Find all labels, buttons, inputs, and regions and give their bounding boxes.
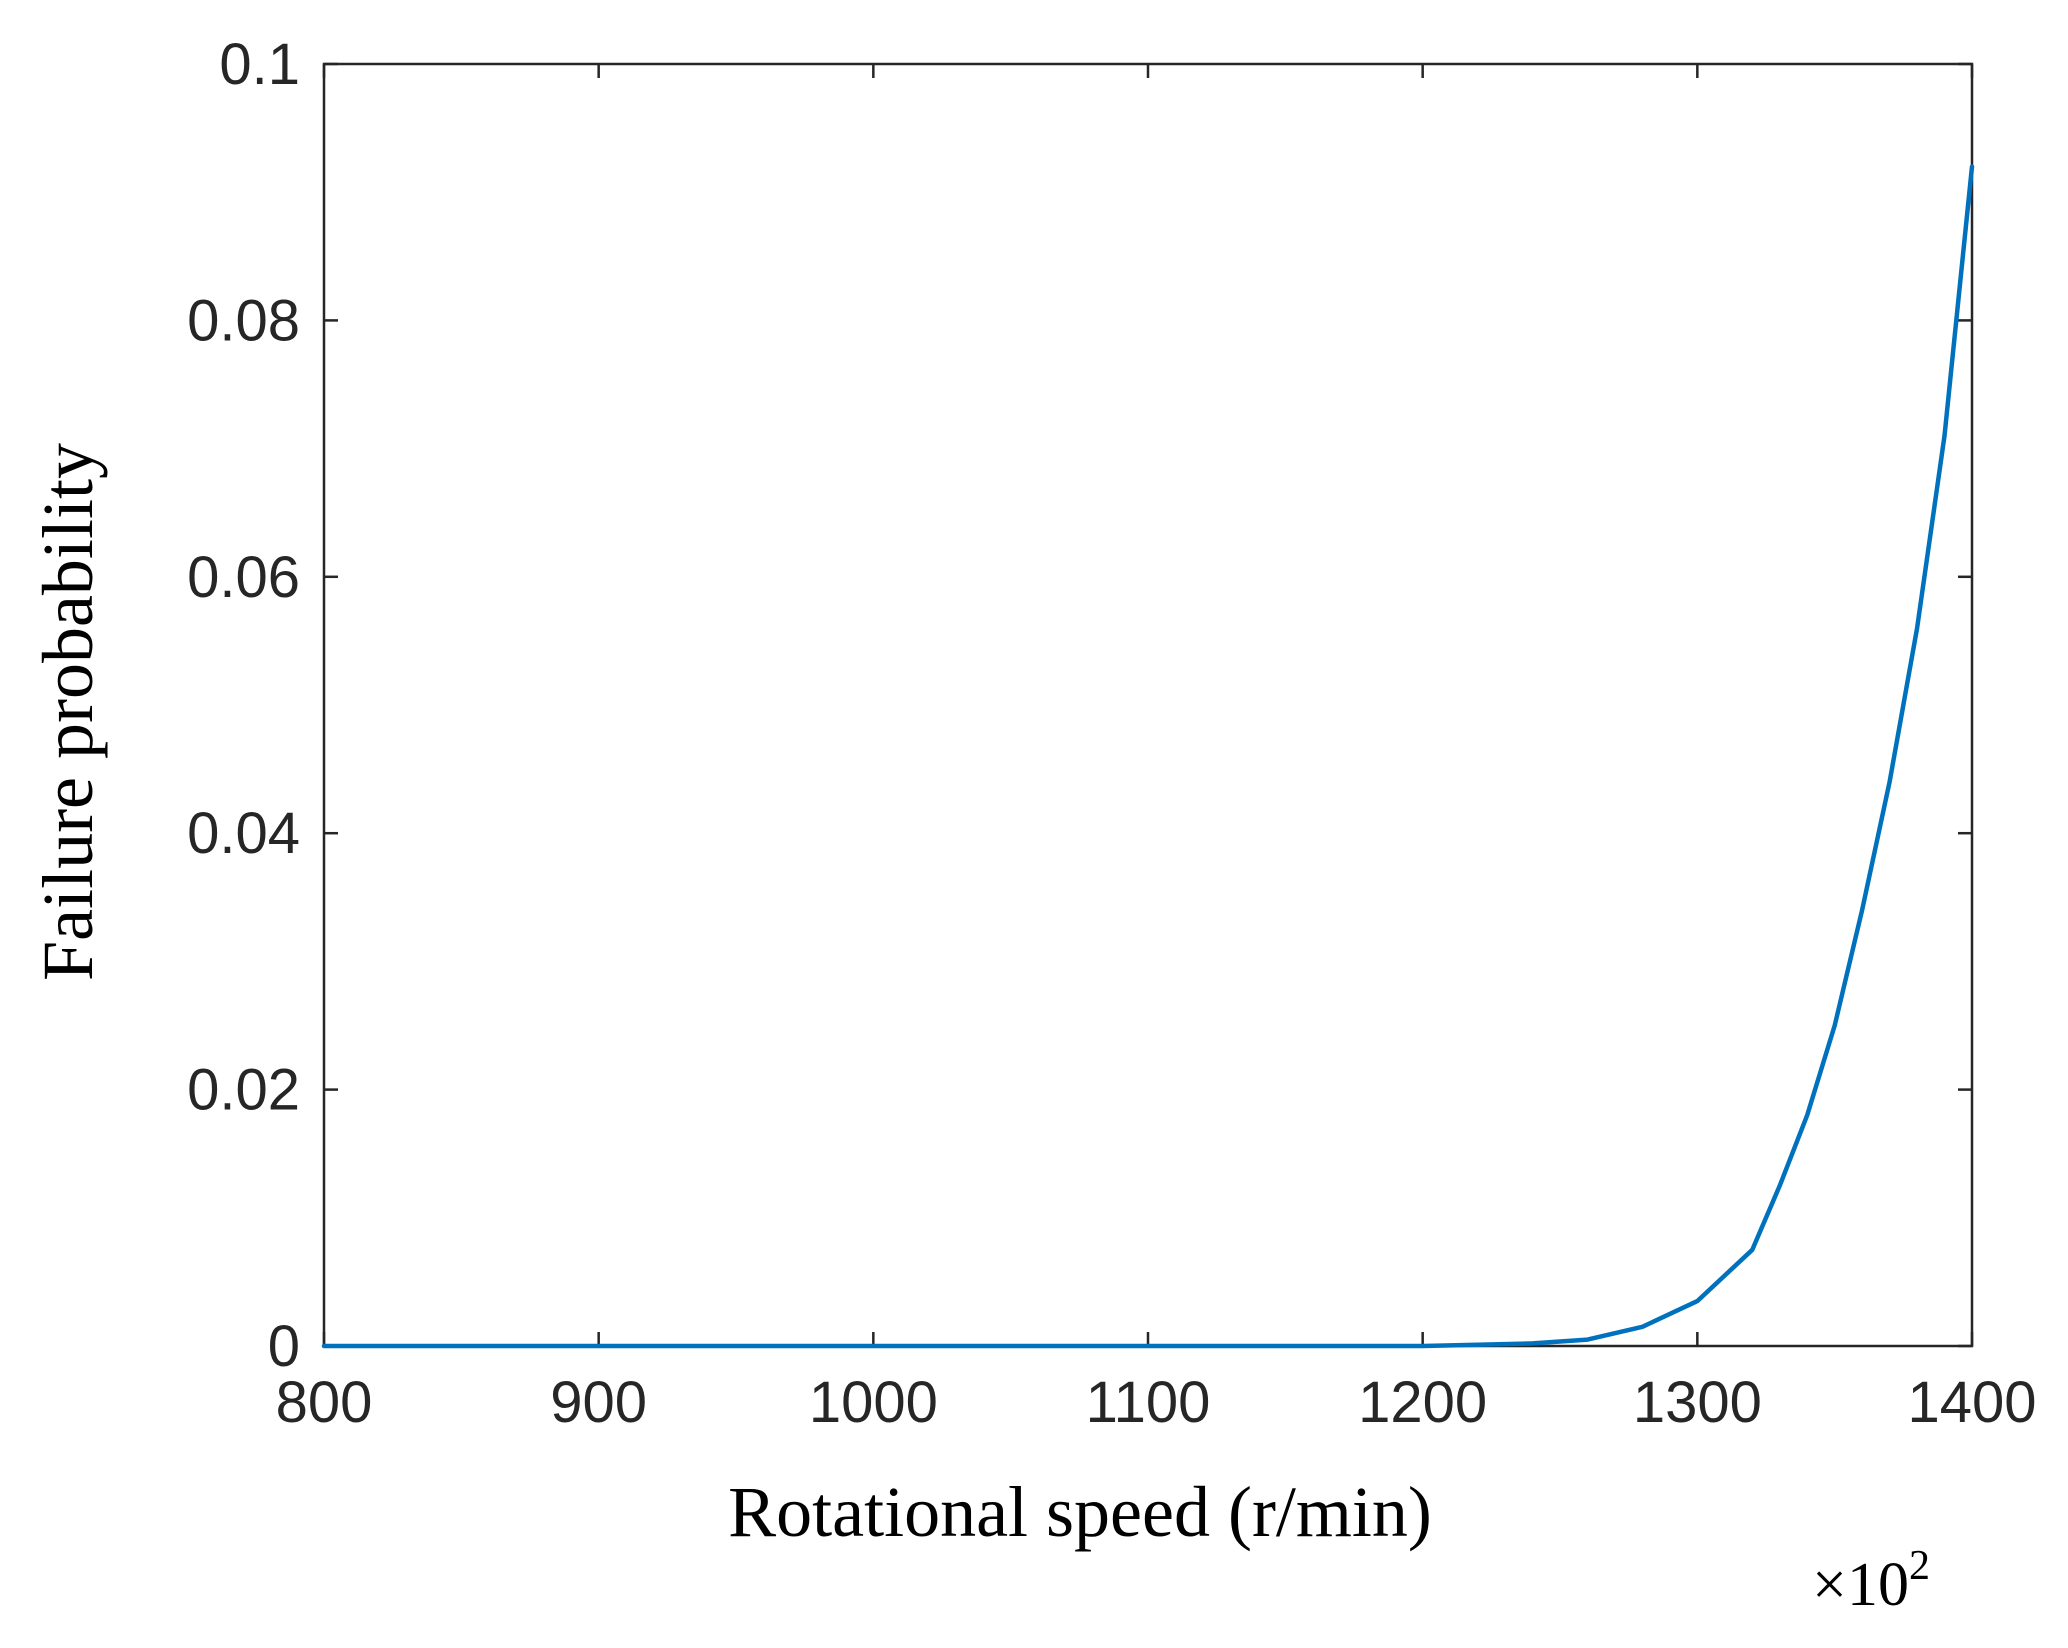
y-tick-label: 0.06 [187, 545, 300, 610]
x-tick-label: 1400 [1907, 1370, 2036, 1435]
svg-text:×102: ×102 [1812, 1543, 1930, 1619]
series-layer [321, 164, 1975, 1349]
plot-frame [322, 62, 1974, 1348]
x-tick-label: 800 [276, 1370, 373, 1435]
series-line-0 [321, 164, 1975, 1349]
x-tick-label: 900 [550, 1370, 647, 1435]
y-tick-label: 0.02 [187, 1058, 300, 1123]
y-tick-label: 0.08 [187, 288, 300, 353]
y-tick-label: 0.04 [187, 801, 300, 866]
x-axis: 800 900 1000 1100 1200 1300 1400 [276, 64, 2037, 1435]
plot-area [322, 62, 1974, 1348]
x-tick-label: 1200 [1358, 1370, 1487, 1435]
x-scale-prefix: ×10 [1812, 1551, 1909, 1619]
x-tick-label: 1000 [809, 1370, 938, 1435]
y-axis-title: Failure probability [28, 443, 108, 981]
x-axis-title: Rotational speed (r/min) [728, 1472, 1432, 1552]
y-axis: 0 0.02 0.04 0.06 0.08 0.1 [187, 32, 1972, 1379]
x-tick-label: 1300 [1633, 1370, 1762, 1435]
y-tick-label: 0 [268, 1314, 300, 1379]
x-scale-note: ×102 [1812, 1543, 1930, 1619]
x-scale-exponent: 2 [1909, 1543, 1930, 1589]
y-tick-label: 0.1 [219, 32, 300, 97]
x-tick-label: 1100 [1086, 1370, 1211, 1435]
